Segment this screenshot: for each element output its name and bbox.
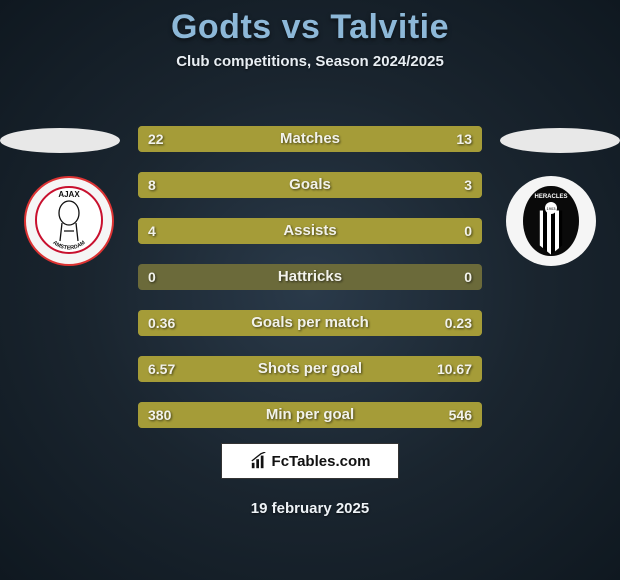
brand-text: FcTables.com <box>272 453 371 470</box>
player-photo-right <box>500 128 620 153</box>
heracles-badge: HERACLES 1903 <box>523 186 579 256</box>
stat-label: Assists <box>138 218 482 244</box>
player-photo-left <box>0 128 120 153</box>
stat-label: Matches <box>138 126 482 152</box>
stat-row: 83Goals <box>138 172 482 198</box>
svg-text:HERACLES: HERACLES <box>534 194 567 200</box>
svg-text:1903: 1903 <box>547 206 557 211</box>
stats-container: 2213Matches 83Goals 40Assists 00Hattricks 0.… <box>138 126 482 448</box>
date-text: 19 february 2025 <box>0 500 620 517</box>
club-logo-right: HERACLES 1903 <box>506 176 596 266</box>
stat-row: 6.5710.67Shots per goal <box>138 356 482 382</box>
stat-row: 380546Min per goal <box>138 402 482 428</box>
stat-label: Goals per match <box>138 310 482 336</box>
page-title: Godts vs Talvitie <box>0 0 620 47</box>
stat-row: 0.360.23Goals per match <box>138 310 482 336</box>
club-logo-left: AJAX AMSTERDAM <box>24 176 114 266</box>
ajax-logo-text: AJAX AMSTERDAM <box>34 185 104 258</box>
stat-label: Goals <box>138 172 482 198</box>
brand-chart-icon <box>250 452 268 470</box>
stat-row: 2213Matches <box>138 126 482 152</box>
svg-text:AJAX: AJAX <box>58 190 80 199</box>
stat-row: 40Assists <box>138 218 482 244</box>
brand-box[interactable]: FcTables.com <box>221 443 399 479</box>
stat-row: 00Hattricks <box>138 264 482 290</box>
stat-label: Shots per goal <box>138 356 482 382</box>
page-subtitle: Club competitions, Season 2024/2025 <box>0 53 620 70</box>
stat-label: Hattricks <box>138 264 482 290</box>
stat-label: Min per goal <box>138 402 482 428</box>
